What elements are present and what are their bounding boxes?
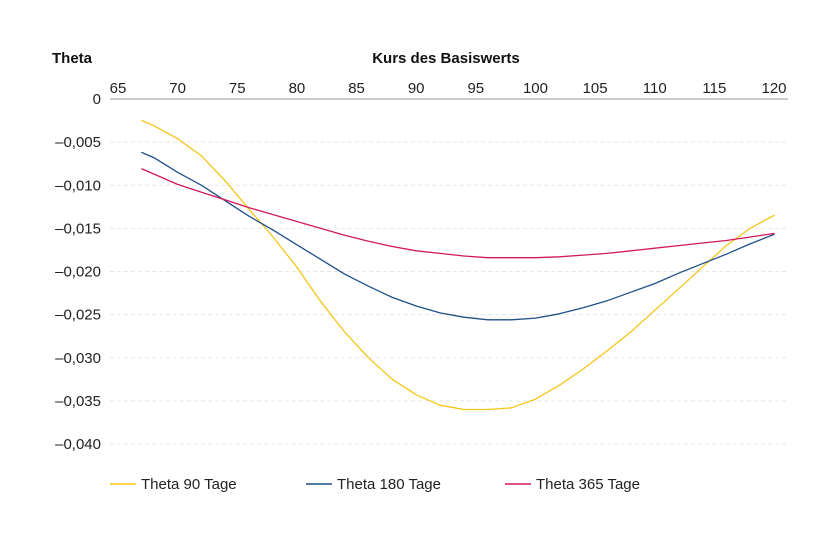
y-tick-label: 0 — [93, 91, 101, 108]
y-tick-label: –0,035 — [55, 393, 101, 410]
x-tick-label: 100 — [523, 80, 548, 97]
series-line — [141, 119, 775, 411]
series-line — [141, 151, 775, 321]
y-tick-label: –0,005 — [55, 134, 101, 151]
x-tick-label: 95 — [467, 80, 484, 97]
x-tick-label: 65 — [110, 80, 127, 97]
x-tick-label: 105 — [583, 80, 608, 97]
x-tick-label: 80 — [289, 80, 306, 97]
x-tick-label: 115 — [702, 80, 726, 97]
y-tick-label: –0,015 — [55, 220, 101, 237]
x-axis-title: Kurs des Basiswerts — [372, 50, 520, 67]
legend-label: Theta 90 Tage — [141, 476, 237, 493]
x-tick-label: 75 — [229, 80, 246, 97]
legend: Theta 90 Tage Theta 180 Tage Theta 365 Tag… — [110, 476, 640, 493]
y-tick-labels: 0 –0,005 –0,010 –0,015 –0,020 –0,025 –0,030 –0,… — [55, 91, 101, 453]
y-tick-label: –0,020 — [55, 264, 101, 281]
gridlines — [110, 141, 788, 445]
series-line — [141, 168, 775, 259]
y-tick-label: –0,010 — [55, 177, 101, 194]
x-tick-labels: 65 70 75 80 85 90 95 100 105 110 115 120 — [110, 80, 787, 97]
x-tick-label: 70 — [169, 80, 186, 97]
y-axis-title: Theta — [52, 50, 93, 67]
y-tick-label: –0,040 — [55, 436, 101, 453]
legend-label: Theta 365 Tage — [536, 476, 640, 493]
legend-label: Theta 180 Tage — [337, 476, 441, 493]
x-tick-label: 120 — [761, 80, 786, 97]
x-tick-label: 110 — [643, 80, 667, 97]
series-lines — [141, 119, 775, 411]
y-tick-label: –0,030 — [55, 350, 101, 367]
x-tick-label: 90 — [408, 80, 425, 97]
x-tick-label: 85 — [348, 80, 365, 97]
y-tick-label: –0,025 — [55, 307, 101, 324]
